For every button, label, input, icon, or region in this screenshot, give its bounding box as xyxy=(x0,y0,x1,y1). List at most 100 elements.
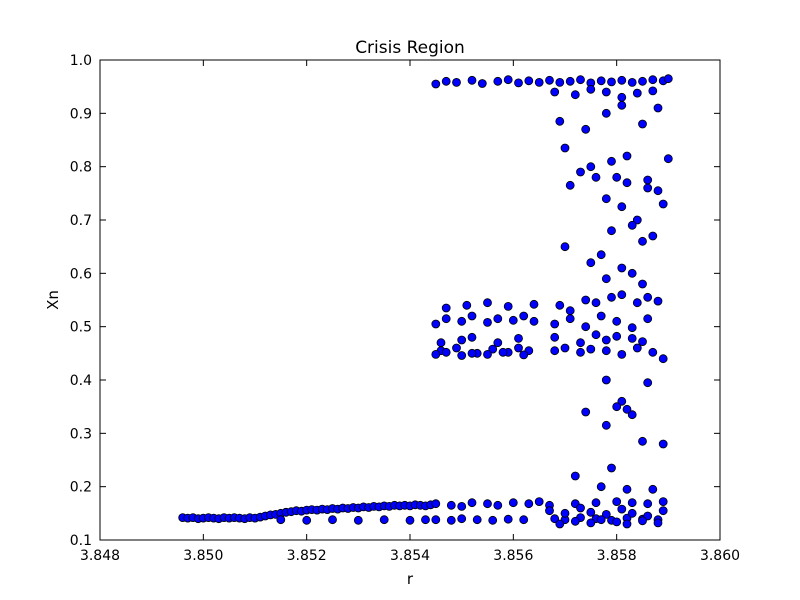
data-point xyxy=(622,519,632,529)
x-tick-label: 3.854 xyxy=(390,548,430,564)
data-point xyxy=(643,175,653,185)
data-point xyxy=(638,279,647,289)
data-point xyxy=(555,300,565,310)
data-point xyxy=(353,515,363,525)
data-point xyxy=(555,116,565,126)
data-point xyxy=(446,515,456,525)
data-point xyxy=(607,77,616,87)
data-point xyxy=(493,76,503,86)
data-point xyxy=(493,500,503,510)
data-point xyxy=(601,87,611,97)
data-point xyxy=(601,108,611,118)
data-point xyxy=(596,515,606,525)
data-point xyxy=(534,497,544,507)
data-point xyxy=(545,75,554,85)
data-point xyxy=(467,348,477,358)
data-point xyxy=(570,90,580,100)
data-point xyxy=(457,501,467,511)
x-tick-label: 3.850 xyxy=(183,548,223,564)
data-point xyxy=(493,338,503,348)
data-point xyxy=(581,322,591,332)
data-point xyxy=(617,349,627,359)
data-point xyxy=(591,172,601,182)
y-tick-label: 0.2 xyxy=(70,480,92,496)
data-point xyxy=(576,75,585,85)
data-point xyxy=(570,471,580,481)
data-points xyxy=(178,74,673,529)
data-point xyxy=(467,498,477,508)
data-point xyxy=(596,311,606,321)
chart-title: Crisis Region xyxy=(355,38,465,58)
data-point xyxy=(441,314,451,324)
data-point xyxy=(596,250,606,260)
data-point xyxy=(627,78,637,87)
data-point xyxy=(560,143,570,153)
data-point xyxy=(514,343,523,353)
data-point xyxy=(591,330,601,340)
data-point xyxy=(581,124,591,134)
data-point xyxy=(607,463,616,473)
data-point xyxy=(431,499,441,509)
data-point xyxy=(498,347,508,357)
data-point xyxy=(591,298,601,308)
data-point xyxy=(508,498,518,508)
data-point xyxy=(576,503,585,513)
data-point xyxy=(643,314,653,324)
data-point xyxy=(457,316,467,326)
data-point xyxy=(457,514,467,524)
data-point xyxy=(529,316,539,326)
data-point xyxy=(328,515,337,525)
data-point xyxy=(586,162,596,172)
data-point xyxy=(483,349,492,359)
data-point xyxy=(612,316,622,326)
data-point xyxy=(586,84,596,94)
x-tick-label: 3.860 xyxy=(700,548,740,564)
data-point xyxy=(576,338,585,348)
data-point xyxy=(638,516,647,526)
data-point xyxy=(648,484,658,494)
data-point xyxy=(658,354,668,364)
data-point xyxy=(586,507,596,517)
data-point xyxy=(405,515,415,525)
data-point xyxy=(648,231,658,241)
data-point xyxy=(632,88,642,98)
data-point xyxy=(524,499,534,509)
data-point xyxy=(550,346,560,356)
data-point xyxy=(601,274,611,284)
data-point xyxy=(653,103,663,113)
data-point xyxy=(431,349,441,359)
data-point xyxy=(436,338,446,348)
data-point xyxy=(638,119,647,129)
data-point xyxy=(617,290,627,300)
data-point xyxy=(519,350,529,360)
data-point xyxy=(627,508,637,518)
data-point xyxy=(627,268,637,278)
data-point xyxy=(612,402,622,412)
x-axis-label: r xyxy=(407,570,414,588)
data-point xyxy=(472,515,482,525)
data-point xyxy=(560,343,570,353)
data-point xyxy=(379,515,389,525)
data-point xyxy=(627,410,637,420)
data-point xyxy=(632,215,642,225)
data-point xyxy=(555,519,565,529)
data-point xyxy=(441,76,451,86)
data-point xyxy=(653,186,663,196)
y-tick-label: 1.0 xyxy=(70,53,92,69)
data-point xyxy=(550,319,560,329)
data-point xyxy=(446,500,456,510)
data-point xyxy=(612,497,622,507)
data-point xyxy=(607,156,616,166)
data-point xyxy=(519,515,529,525)
data-point xyxy=(565,180,575,190)
y-tick-label: 0.4 xyxy=(70,373,92,389)
data-point xyxy=(601,346,611,356)
y-tick-label: 0.1 xyxy=(70,533,92,549)
data-point xyxy=(658,506,668,516)
data-point xyxy=(483,298,492,308)
data-point xyxy=(524,76,534,86)
data-point xyxy=(483,499,492,509)
data-point xyxy=(560,508,570,518)
data-point xyxy=(550,332,560,342)
y-axis-label: Xn xyxy=(44,290,62,310)
